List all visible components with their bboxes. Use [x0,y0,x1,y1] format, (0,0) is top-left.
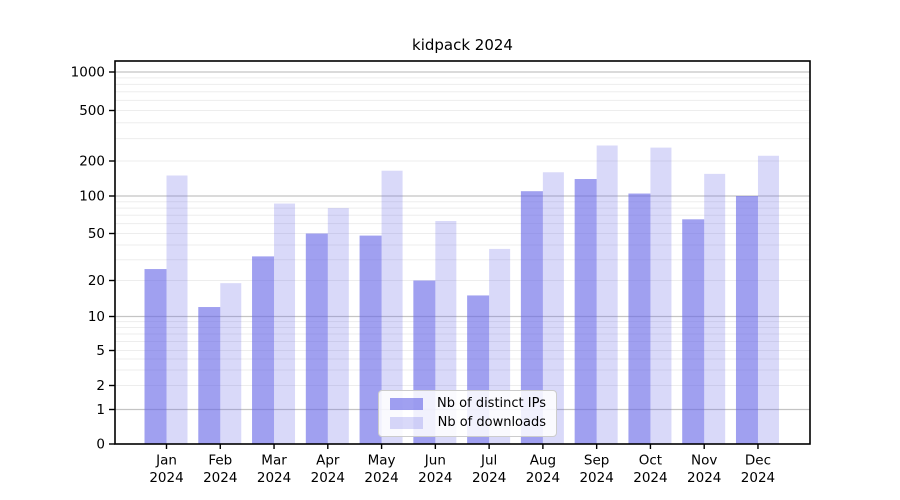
y-tick-label: 5 [96,343,105,359]
x-tick-label-month: Aug [530,453,556,469]
bar-distinct-ips-dec [735,196,758,444]
bar-distinct-ips-jan [144,269,167,444]
bar-downloads-jan [166,175,188,444]
axes-frame [114,60,811,445]
x-tick-label-year: 2024 [526,470,560,486]
x-tick-label-month: Apr [316,453,340,469]
y-tick-label: 0 [96,437,105,453]
x-tick-label-month: Feb [208,453,232,469]
x-tick-label-month: Nov [691,453,717,469]
bar-distinct-ips-aug [520,191,543,444]
bar-downloads-nov [704,173,726,444]
x-tick-label-year: 2024 [311,470,345,486]
legend-swatch-distinct-ips [390,397,423,410]
x-tick-label-month: Mar [261,453,287,469]
x-tick-label-year: 2024 [687,470,721,486]
bar-downloads-oct [650,147,672,444]
y-tick-label: 1000 [71,65,105,81]
bar-downloads-sep [596,145,618,445]
x-tick-label-month: Jun [424,453,446,469]
legend-entry-downloads: Nb of downloads [390,415,546,430]
y-tick-label: 2 [96,378,105,394]
bar-distinct-ips-apr [305,233,328,444]
y-tick-label: 200 [79,154,105,170]
bar-downloads-apr [327,208,349,444]
bar-downloads-feb [220,283,242,444]
y-tick-label: 50 [88,226,105,242]
bar-downloads-mar [274,203,296,444]
x-tick-label-month: Dec [745,453,771,469]
x-tick-label-year: 2024 [472,470,506,486]
legend: Nb of distinct IPs Nb of downloads [378,390,557,437]
bar-downloads-dec [757,155,779,444]
legend-swatch-downloads [390,416,423,429]
y-tick-label: 1 [96,402,105,418]
x-tick-label-year: 2024 [741,470,775,486]
bar-downloads-may [381,170,403,444]
x-tick-label-month: Jul [480,453,497,469]
x-tick-label-year: 2024 [149,470,183,486]
legend-label-downloads: Nb of downloads [437,415,546,430]
y-tick-label: 20 [88,273,105,289]
x-tick-label-year: 2024 [418,470,452,486]
x-tick-label-year: 2024 [579,470,613,486]
bar-distinct-ips-mar [252,256,275,444]
y-tick-label: 500 [79,103,105,119]
chart-title: kidpack 2024 [412,36,513,54]
bar-downloads-jun [435,220,457,444]
x-tick-label-year: 2024 [203,470,237,486]
bar-distinct-ips-nov [682,219,705,444]
bar-downloads-aug [542,172,564,444]
bar-distinct-ips-oct [628,193,651,444]
x-tick-label-year: 2024 [257,470,291,486]
x-tick-label-year: 2024 [364,470,398,486]
legend-label-distinct-ips: Nb of distinct IPs [437,396,546,411]
x-tick-label-month: Oct [639,453,662,469]
x-tick-label-month: Sep [584,453,609,469]
bar-distinct-ips-may [359,235,382,444]
bar-distinct-ips-feb [198,307,221,444]
bar-distinct-ips-sep [574,179,597,444]
x-tick-label-month: May [368,453,396,469]
x-tick-label-year: 2024 [633,470,667,486]
legend-entry-distinct-ips: Nb of distinct IPs [390,396,546,411]
y-tick-label: 100 [79,189,105,205]
y-tick-label: 10 [88,309,105,325]
x-tick-label-month: Jan [155,453,177,469]
